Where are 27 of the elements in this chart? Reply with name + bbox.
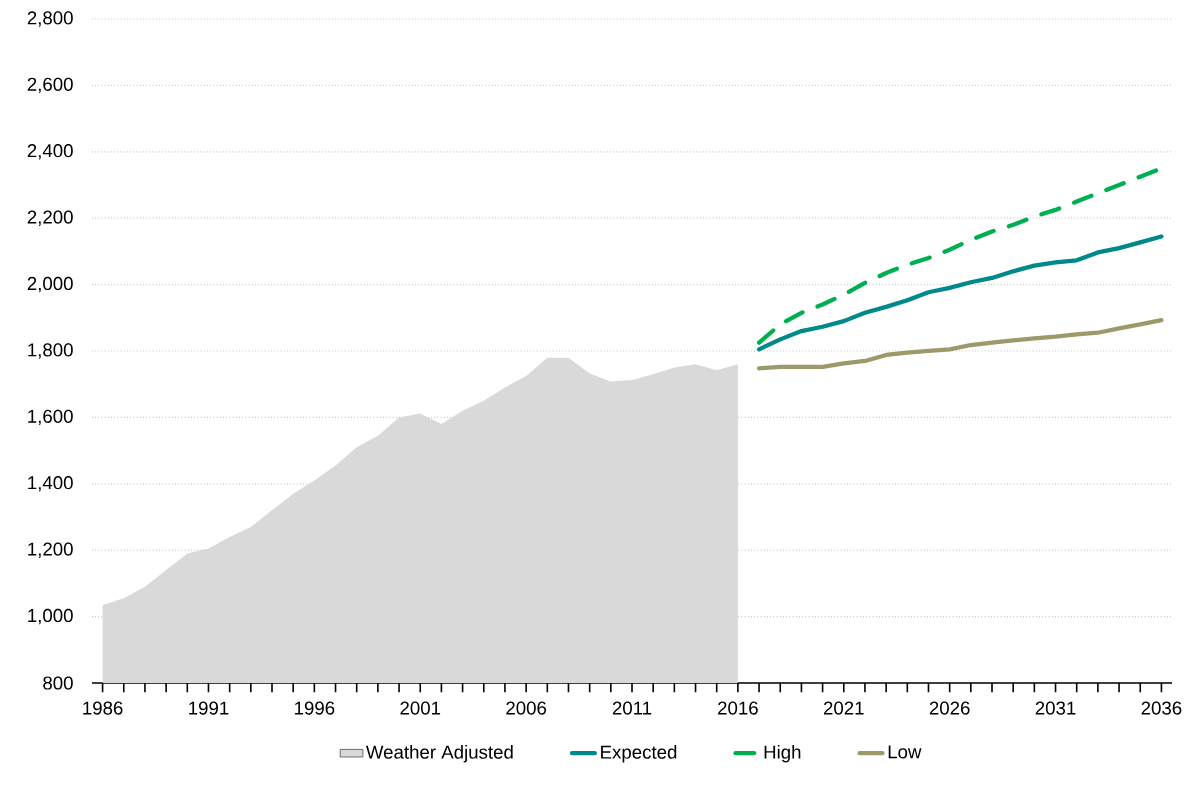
y-tick-label: 2,800 [27,11,73,27]
x-tick-label: 2001 [400,701,441,715]
line-series [756,234,1164,352]
x-tick-label: 2011 [612,701,652,715]
y-tick-label: 2,000 [27,276,73,293]
legend-label: High [764,745,801,763]
x-tick-label: 2006 [506,701,547,715]
y-tick-label: 1,000 [28,608,73,625]
legend-label: Weather Adjusted [365,745,513,763]
y-tick-label: 2,200 [27,210,73,226]
y-tick-label: 2,600 [27,77,73,94]
y-tick-label: 2,400 [27,144,73,160]
y-tick-label: 800 [43,676,73,690]
x-tick-label: 1996 [295,701,335,715]
y-tick-label: 1,400 [28,476,73,492]
x-tick-label: 2021 [823,701,864,715]
x-tick-label: 1991 [189,701,229,715]
x-tick-label: 1986 [83,701,123,715]
legend-label: Expected [601,745,677,763]
x-tick-label: 2036 [1141,701,1182,715]
y-tick-label: 1,800 [28,343,73,359]
y-tick-label: 1,600 [28,409,73,426]
x-tick-label: 2016 [718,701,758,715]
y-tick-label: 1,200 [28,542,73,558]
x-tick-label: 2026 [929,701,970,715]
x-tick-label: 2031 [1035,701,1076,715]
legend-label: Low [888,745,922,759]
